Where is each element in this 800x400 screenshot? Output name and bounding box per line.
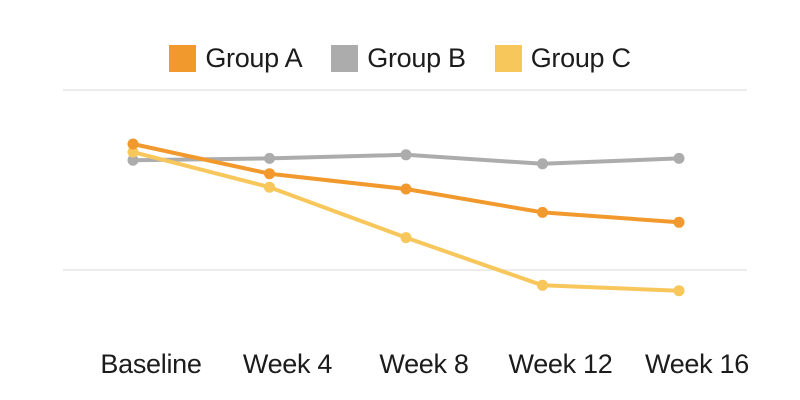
series-group-c [127, 146, 685, 297]
series-group-a [127, 138, 685, 228]
data-point [537, 206, 548, 218]
data-point [264, 168, 275, 180]
data-point [127, 138, 139, 150]
data-point [400, 183, 412, 195]
data-point [127, 154, 139, 166]
data-point [264, 181, 275, 193]
x-axis-label: Week 16 [645, 349, 749, 379]
x-axis-label: Week 8 [379, 349, 469, 379]
x-axis-label: Baseline [100, 349, 202, 379]
data-point [537, 279, 548, 291]
series-group-b [127, 149, 685, 170]
data-point [400, 232, 412, 244]
data-point [264, 152, 275, 164]
data-point [673, 152, 685, 164]
x-axis-label: Week 4 [242, 349, 333, 379]
data-point [127, 146, 139, 158]
data-point [673, 216, 685, 228]
x-axis-label: Week 12 [508, 349, 613, 379]
data-point [537, 158, 548, 170]
data-point [400, 149, 412, 161]
data-point [673, 285, 685, 297]
